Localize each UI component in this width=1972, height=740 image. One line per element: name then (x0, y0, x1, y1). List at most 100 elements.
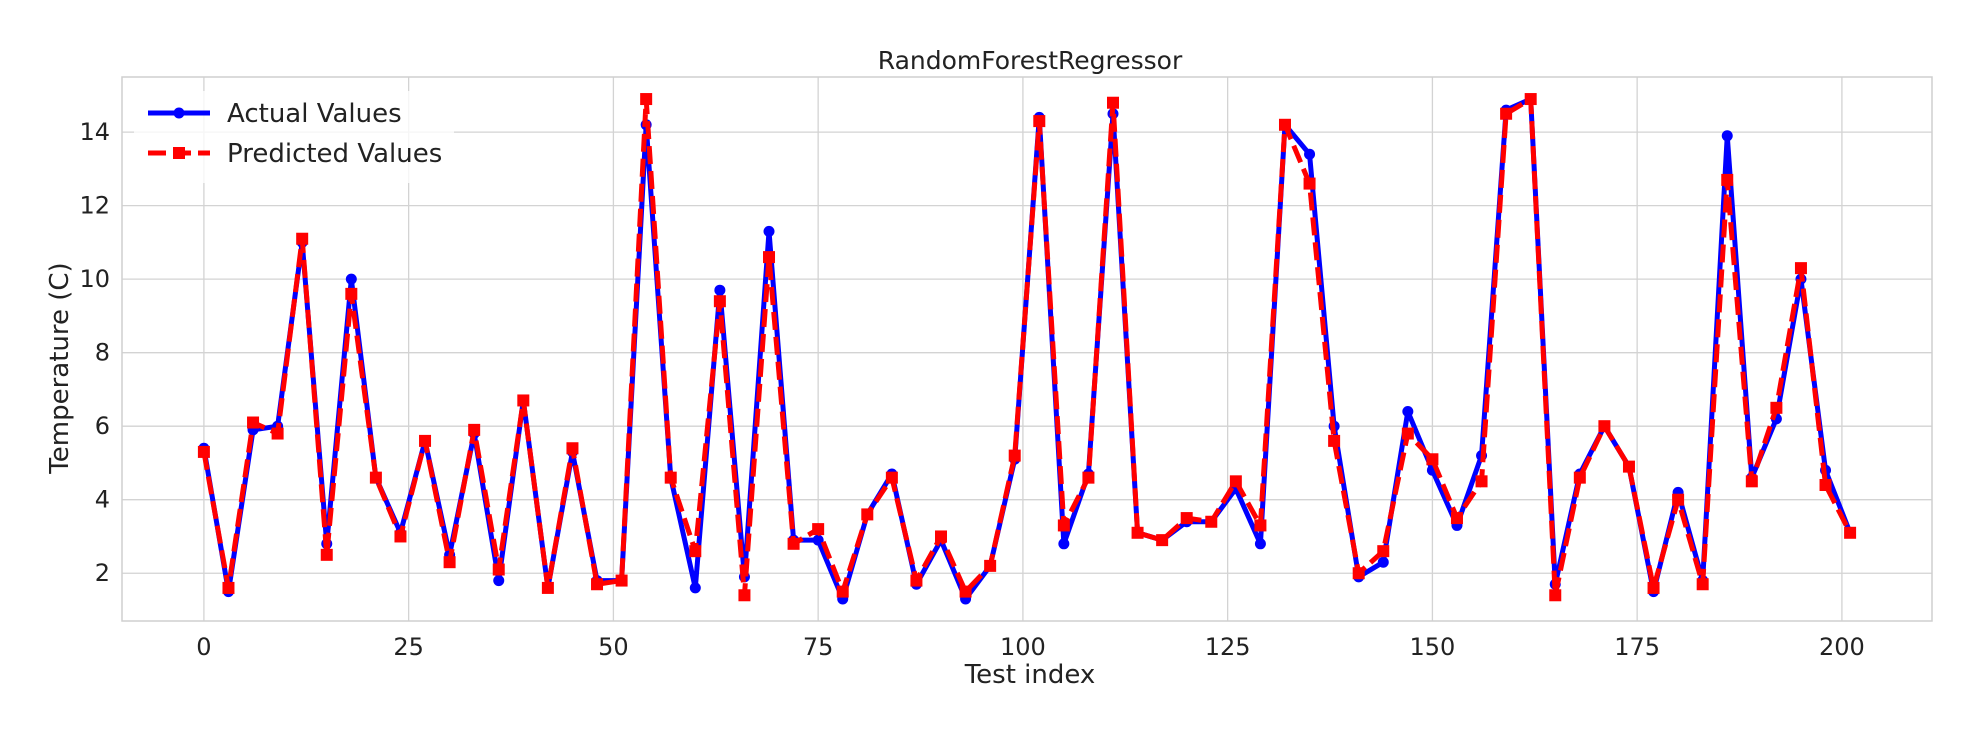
chart-title: RandomForestRegressor (878, 46, 1183, 75)
data-point (541, 581, 554, 594)
data-point (713, 295, 726, 308)
data-point (689, 582, 701, 594)
data-point (763, 225, 775, 237)
data-point (861, 508, 874, 521)
data-point (615, 574, 628, 587)
data-point (566, 442, 579, 455)
x-tick-label: 75 (803, 633, 834, 661)
data-point (1844, 526, 1857, 539)
data-point (1229, 475, 1242, 488)
data-point (1254, 538, 1266, 550)
data-point (443, 556, 456, 569)
legend-entry-predicted: Predicted Values (148, 139, 442, 169)
data-point (1647, 581, 1660, 594)
data-point (493, 575, 505, 587)
data-point (1549, 589, 1562, 602)
data-point (394, 530, 407, 543)
y-tick-label: 8 (95, 339, 110, 367)
data-point (1745, 475, 1758, 488)
data-point (812, 523, 825, 536)
data-point (910, 574, 923, 587)
data-point (1475, 475, 1488, 488)
data-point (1672, 493, 1685, 506)
legend: Actual Values Predicted Values (134, 91, 454, 183)
data-point (787, 537, 800, 550)
legend-entry-actual: Actual Values (148, 99, 402, 129)
data-point (1500, 107, 1513, 120)
legend-marker-predicted (173, 147, 185, 159)
x-tick-label: 175 (1614, 633, 1660, 661)
x-tick-label: 150 (1410, 633, 1456, 661)
data-point (517, 394, 530, 407)
y-tick-label: 12 (79, 192, 110, 220)
data-point (1106, 96, 1119, 109)
data-point (345, 287, 358, 300)
data-point (1254, 519, 1267, 532)
data-point (1278, 118, 1291, 131)
data-point (1770, 401, 1783, 414)
data-point (1402, 405, 1414, 417)
data-point (1721, 130, 1733, 142)
data-point (345, 273, 357, 285)
data-point (1058, 538, 1070, 550)
data-point (1352, 567, 1365, 580)
legend-box (134, 91, 454, 183)
data-point (1008, 449, 1021, 462)
series-layer (197, 93, 1857, 605)
data-point (1450, 512, 1463, 525)
legend-marker-actual (173, 107, 185, 119)
data-point (738, 589, 751, 602)
data-point (1205, 515, 1218, 528)
data-point (197, 445, 210, 458)
x-tick-label: 200 (1819, 633, 1865, 661)
data-point (1573, 471, 1586, 484)
data-point (836, 585, 849, 598)
data-point (591, 578, 604, 591)
data-point (1180, 512, 1193, 525)
data-point (885, 471, 898, 484)
data-point (763, 251, 776, 264)
x-tick-label: 50 (598, 633, 629, 661)
y-tick-label: 10 (79, 265, 110, 293)
data-point (1622, 460, 1635, 473)
data-point (1082, 471, 1095, 484)
data-point (1819, 479, 1832, 491)
data-point (1426, 453, 1439, 466)
data-point (492, 563, 505, 576)
data-point (984, 559, 997, 572)
plot-frame (121, 76, 1933, 622)
y-tick-label: 2 (95, 559, 110, 587)
data-point (1156, 534, 1169, 547)
x-axis-label: Test index (964, 660, 1096, 690)
y-axis-label: Temperature (C) (45, 262, 75, 474)
y-tick-label: 4 (95, 486, 110, 514)
data-point (1057, 519, 1070, 532)
data-point (1033, 115, 1046, 128)
data-point (247, 416, 260, 429)
series-predicted (197, 93, 1857, 602)
x-tick-label: 125 (1205, 633, 1251, 661)
data-point (222, 581, 235, 594)
y-axis-ticks: 2 4 6 8 10 12 14 (79, 118, 110, 587)
x-tick-label: 25 (393, 633, 424, 661)
data-point (1598, 420, 1611, 433)
series-line (201, 96, 1853, 598)
data-point (935, 530, 948, 543)
data-point (320, 548, 333, 561)
x-tick-label: 100 (1000, 633, 1046, 661)
data-point (689, 545, 702, 558)
data-point (419, 434, 432, 447)
data-point (640, 93, 653, 106)
data-point (1377, 545, 1390, 558)
data-point (959, 585, 972, 598)
data-point (1377, 556, 1389, 568)
data-point (1794, 262, 1807, 275)
y-tick-label: 14 (79, 118, 110, 146)
data-point (714, 284, 726, 296)
data-point (1721, 173, 1734, 186)
data-point (1303, 177, 1316, 190)
data-point (296, 232, 309, 245)
data-point (1696, 578, 1709, 591)
data-point (664, 471, 677, 484)
